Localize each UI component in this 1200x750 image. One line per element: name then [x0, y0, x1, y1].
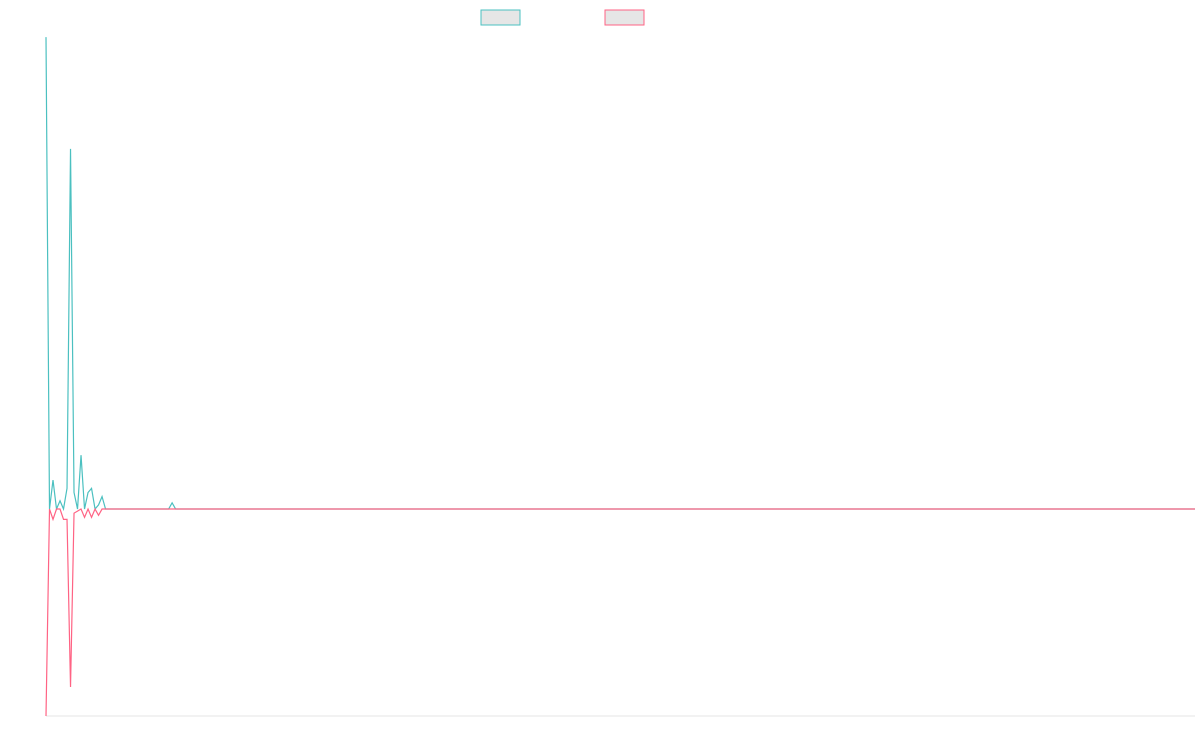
series-line: [45, 507, 1195, 717]
legend-swatch[interactable]: [480, 9, 521, 26]
series-line: [45, 37, 1195, 512]
legend-swatch[interactable]: [604, 9, 645, 26]
